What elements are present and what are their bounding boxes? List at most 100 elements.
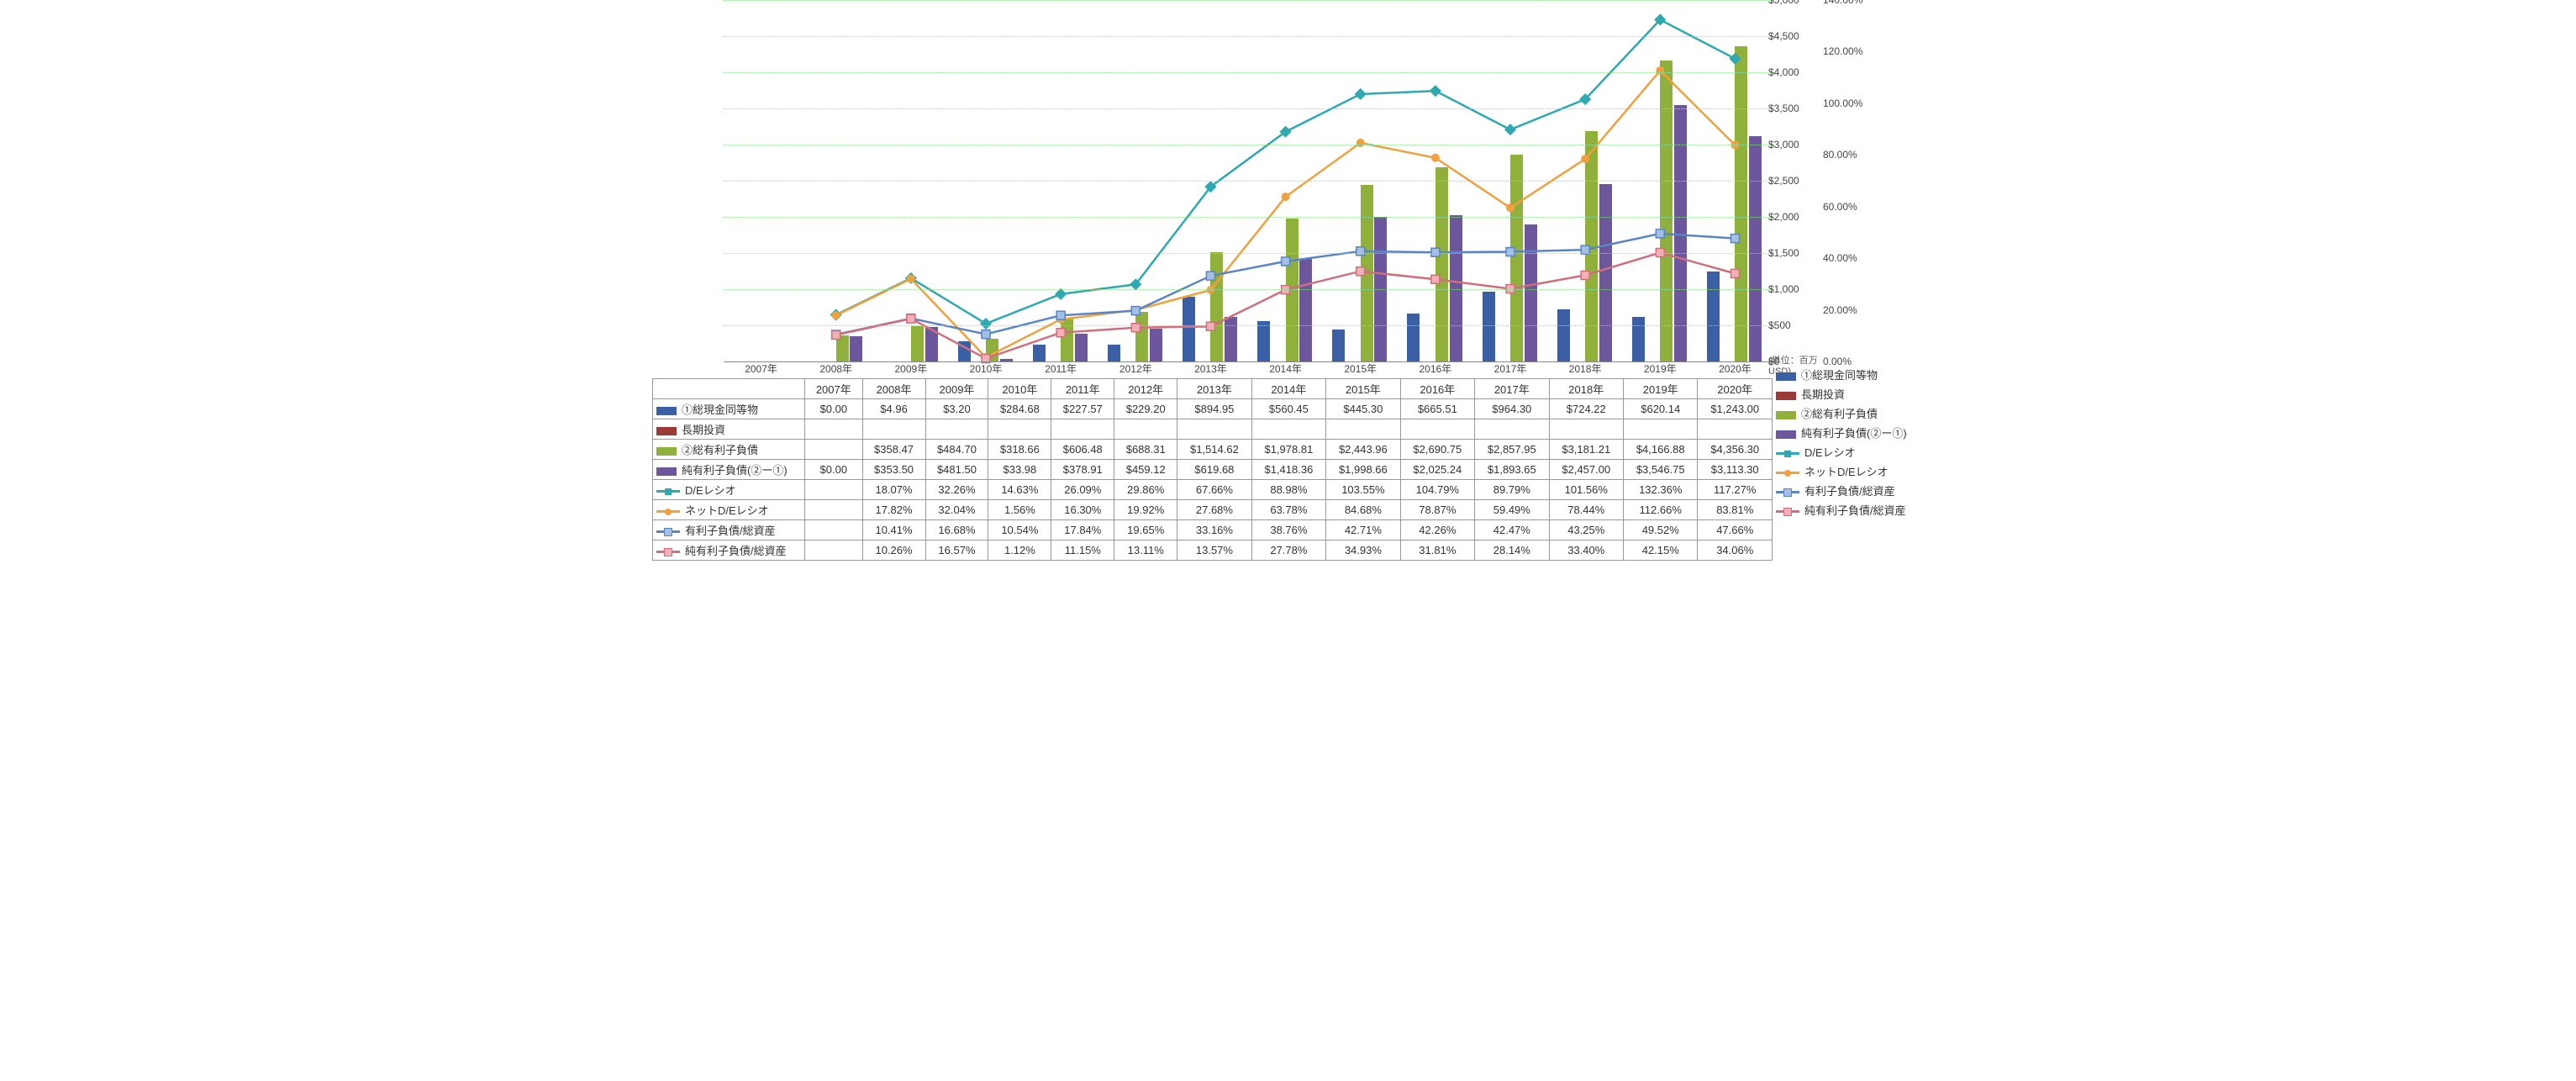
- cell-ibd_ta: 42.47%: [1475, 520, 1549, 540]
- y-right-tick: 20.00%: [1823, 304, 1857, 316]
- cell-net_debt: $0.00: [805, 460, 863, 480]
- cell-cash: $0.00: [805, 399, 863, 419]
- year-header: 2015年: [1326, 379, 1400, 399]
- cell-net_debt: $378.91: [1051, 460, 1114, 480]
- cell-de_ratio: 117.27%: [1698, 480, 1773, 500]
- y-left-tick: $1,000: [1768, 283, 1799, 295]
- cell-net_de: 32.04%: [925, 500, 988, 520]
- gridline: [724, 36, 1773, 37]
- cell-longinv: [1400, 419, 1474, 440]
- y-right-tick: 120.00%: [1823, 45, 1862, 57]
- cell-ibd_ta: 42.71%: [1326, 520, 1400, 540]
- cell-gross_debt: $484.70: [925, 440, 988, 460]
- marker-nibd_ta: [1731, 269, 1739, 277]
- x-label: 2017年: [1494, 361, 1527, 376]
- marker-nibd_ta: [832, 330, 840, 339]
- cell-gross_debt: $1,514.62: [1177, 440, 1251, 460]
- series-label-ibd_ta: 有利子負債/総資産: [653, 520, 805, 540]
- cell-ibd_ta: 17.84%: [1051, 520, 1114, 540]
- cell-longinv: [1177, 419, 1251, 440]
- marker-ibd_ta: [1206, 272, 1214, 280]
- x-label: 2012年: [1119, 361, 1152, 376]
- series-label-cash: ①総現金同等物: [653, 399, 805, 419]
- y-left-tick: $4,000: [1768, 66, 1799, 78]
- legend-item-de_ratio: D/Eレシオ: [1773, 444, 1924, 460]
- cell-net_de: 1.56%: [988, 500, 1051, 520]
- cell-longinv: [862, 419, 925, 440]
- cell-cash: $227.57: [1051, 399, 1114, 419]
- cell-nibd_ta: [805, 540, 863, 561]
- cell-cash: $4.96: [862, 399, 925, 419]
- cell-longinv: [1624, 419, 1698, 440]
- x-label: 2020年: [1719, 361, 1752, 376]
- cell-longinv: [805, 419, 863, 440]
- cell-longinv: [1326, 419, 1400, 440]
- cell-gross_debt: $318.66: [988, 440, 1051, 460]
- y-left-tick: $2,000: [1768, 211, 1799, 223]
- plot-area: 2007年2008年2009年2010年2011年2012年2013年2014年…: [724, 0, 1773, 361]
- cell-net_debt: $1,418.36: [1251, 460, 1325, 480]
- marker-ibd_ta: [982, 330, 990, 339]
- cell-net_debt: $3,113.30: [1698, 460, 1773, 480]
- cell-nibd_ta: 42.15%: [1624, 540, 1698, 561]
- cell-longinv: [1475, 419, 1549, 440]
- year-header: 2014年: [1251, 379, 1325, 399]
- marker-net_de: [1356, 139, 1365, 147]
- cell-cash: $445.30: [1326, 399, 1400, 419]
- cell-nibd_ta: 34.93%: [1326, 540, 1400, 561]
- cell-ibd_ta: [805, 520, 863, 540]
- cell-cash: $1,243.00: [1698, 399, 1773, 419]
- cell-nibd_ta: 34.06%: [1698, 540, 1773, 561]
- cell-net_de: [805, 500, 863, 520]
- cell-gross_debt: $688.31: [1114, 440, 1177, 460]
- y-left-tick: $4,500: [1768, 30, 1799, 42]
- x-axis-labels: 2007年2008年2009年2010年2011年2012年2013年2014年…: [724, 361, 1773, 377]
- x-label: 2015年: [1344, 361, 1377, 376]
- corner-cell: [653, 379, 805, 399]
- year-header: 2018年: [1549, 379, 1623, 399]
- cell-nibd_ta: 27.78%: [1251, 540, 1325, 561]
- line-de_ratio: [836, 19, 1736, 324]
- cell-longinv: [925, 419, 988, 440]
- cell-net_de: 27.68%: [1177, 500, 1251, 520]
- cell-ibd_ta: 38.76%: [1251, 520, 1325, 540]
- series-label-de_ratio: D/Eレシオ: [653, 480, 805, 500]
- cell-longinv: [1051, 419, 1114, 440]
- chart-area: 2007年2008年2009年2010年2011年2012年2013年2014年…: [652, 0, 1924, 378]
- marker-ibd_ta: [1131, 307, 1140, 315]
- cell-gross_debt: $2,857.95: [1475, 440, 1549, 460]
- cell-net_debt: $1,998.66: [1326, 460, 1400, 480]
- marker-net_de: [832, 311, 840, 319]
- cell-de_ratio: 26.09%: [1051, 480, 1114, 500]
- gridline: [724, 72, 1773, 73]
- cell-net_de: 78.44%: [1549, 500, 1623, 520]
- legend-item-gross_debt: ②総有利子負債: [1773, 405, 1924, 421]
- cell-de_ratio: 89.79%: [1475, 480, 1549, 500]
- cell-net_debt: $619.68: [1177, 460, 1251, 480]
- cell-cash: $620.14: [1624, 399, 1698, 419]
- y-axis-right: 0.00%20.00%40.00%60.00%80.00%100.00%120.…: [1823, 0, 1890, 361]
- gridline: [724, 217, 1773, 218]
- year-header: 2020年: [1698, 379, 1773, 399]
- marker-net_de: [907, 275, 915, 283]
- year-header: 2009年: [925, 379, 988, 399]
- cell-ibd_ta: 43.25%: [1549, 520, 1623, 540]
- cell-nibd_ta: 31.81%: [1400, 540, 1474, 561]
- marker-net_de: [1506, 203, 1515, 212]
- legend-item-net_debt: 純有利子負債(②ー①): [1773, 424, 1924, 440]
- legend-item-longinv: 長期投資: [1773, 386, 1924, 402]
- cell-ibd_ta: 16.68%: [925, 520, 988, 540]
- marker-de_ratio: [1355, 88, 1367, 100]
- y-left-tick: $3,500: [1768, 103, 1799, 114]
- cell-de_ratio: 32.26%: [925, 480, 988, 500]
- cell-gross_debt: $3,181.21: [1549, 440, 1623, 460]
- gridline: [724, 361, 1773, 362]
- cell-de_ratio: [805, 480, 863, 500]
- cell-net_de: 63.78%: [1251, 500, 1325, 520]
- year-header: 2012年: [1114, 379, 1177, 399]
- gridline: [724, 0, 1773, 1]
- y-right-tick: 140.00%: [1823, 0, 1862, 6]
- legend-item-nibd_ta: 純有利子負債/総資産: [1773, 502, 1924, 518]
- cell-gross_debt: $358.47: [862, 440, 925, 460]
- x-label: 2010年: [970, 361, 1003, 376]
